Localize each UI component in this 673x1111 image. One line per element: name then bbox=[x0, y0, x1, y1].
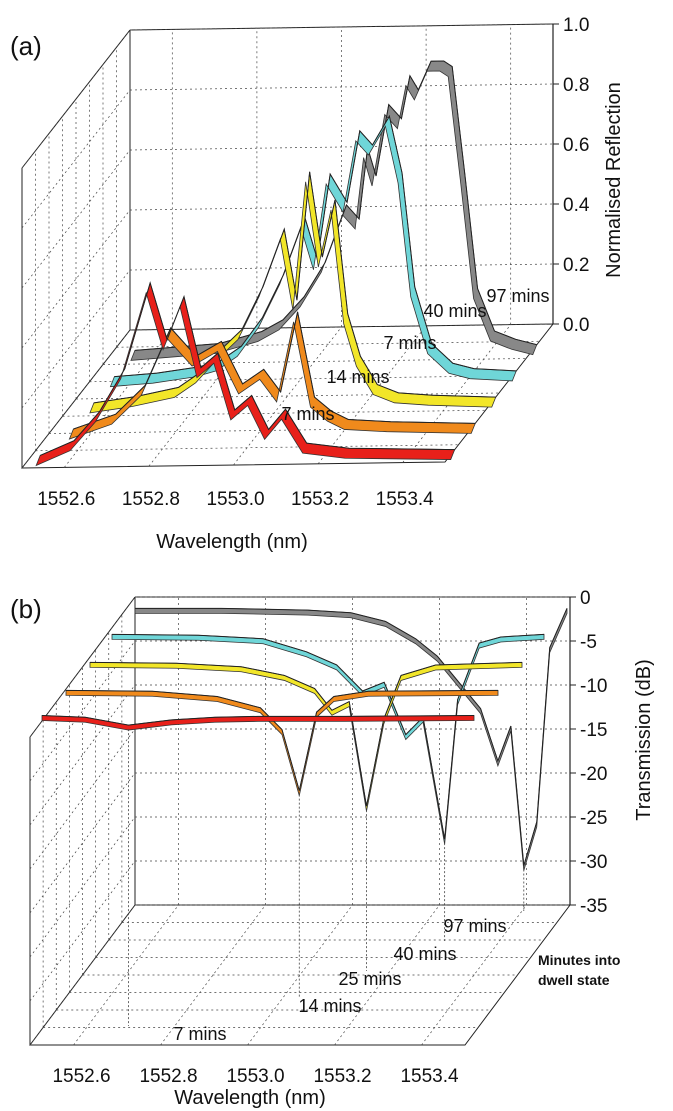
z-tick-label: 1.0 bbox=[563, 15, 589, 36]
x-tick-labels: 1552.6 1552.8 1553.0 1553.2 1553.4 bbox=[37, 489, 434, 510]
floor-gridline bbox=[402, 324, 511, 463]
z-tick-label: -5 bbox=[580, 632, 597, 653]
floor-gridline bbox=[247, 904, 353, 1046]
trace-label: 14 mins bbox=[326, 367, 389, 387]
left-wall-gridline bbox=[29, 904, 136, 1046]
x-tick-label: 1552.6 bbox=[37, 489, 95, 510]
series-trace bbox=[73, 311, 476, 430]
z-tick-label: 0.2 bbox=[563, 255, 589, 276]
series-trace bbox=[111, 633, 545, 840]
trace-labels: 97 mins 40 mins 25 mins 14 mins 7 mins bbox=[173, 916, 506, 1044]
left-wall-gridline bbox=[21, 149, 131, 289]
z-tick-label: 0.0 bbox=[563, 315, 589, 336]
back-wall-gridline bbox=[129, 143, 554, 151]
z-axis-title: Normalised Reflection bbox=[603, 82, 625, 278]
trace-label: 40 mins bbox=[393, 944, 456, 964]
z-tick-label: -25 bbox=[580, 808, 607, 829]
left-wall-gridline bbox=[29, 816, 136, 958]
series-trace-ribbon bbox=[35, 281, 456, 467]
back-wall-gridline bbox=[129, 323, 554, 331]
series-trace bbox=[135, 607, 568, 866]
x-tick-label: 1553.4 bbox=[376, 489, 435, 510]
back-wall-gridline bbox=[129, 23, 554, 31]
trace-label: 14 mins bbox=[298, 996, 361, 1016]
floor-gridline bbox=[102, 358, 527, 365]
z-tick-labels: 0.0 0.2 0.4 0.6 0.8 1.0 bbox=[553, 15, 590, 336]
left-wall-gridline bbox=[21, 269, 131, 409]
traces bbox=[35, 60, 538, 467]
floor-gridline bbox=[421, 904, 527, 1046]
left-wall-gridline bbox=[21, 329, 131, 469]
floor-gridline bbox=[73, 904, 179, 1046]
x-tick-label: 1553.0 bbox=[206, 489, 264, 510]
trace-label: 97 mins bbox=[443, 916, 506, 936]
trace-label: 7 mins bbox=[173, 1024, 226, 1044]
trace-label: 40 mins bbox=[423, 301, 486, 321]
x-tick-label: 1553.2 bbox=[291, 489, 349, 510]
z-tick-label: -10 bbox=[580, 676, 607, 697]
x-tick-label: 1552.8 bbox=[139, 1066, 197, 1087]
x-tick-label: 1553.4 bbox=[400, 1066, 459, 1087]
series-trace bbox=[134, 60, 537, 351]
trace-label: 7 mins bbox=[281, 404, 334, 424]
series-trace bbox=[93, 171, 496, 404]
trace-label: 97 mins bbox=[486, 286, 549, 306]
left-wall-gridline bbox=[21, 29, 131, 169]
z-tick-label: 0 bbox=[580, 588, 591, 609]
floor-gridline bbox=[233, 326, 342, 466]
panel-label-a: (a) bbox=[10, 31, 42, 61]
x-axis-title: Wavelength (nm) bbox=[174, 1087, 326, 1109]
panel-a: (a) 1552.6 1552.8 1553.0 1553.2 1553.4 Wavelen… bbox=[10, 15, 625, 553]
floor-gridline bbox=[160, 904, 266, 1046]
z-tick-label: -35 bbox=[580, 896, 607, 917]
z-axis-title: Transmission (dB) bbox=[633, 659, 655, 821]
series-trace bbox=[39, 281, 455, 456]
y-axis-title-line-2: dwell state bbox=[538, 972, 610, 988]
left-wall-gridline bbox=[21, 209, 131, 349]
panel-b: (b) 1552.6 1552.8 1553.0 1553.2 1553.4 Wavelen… bbox=[10, 588, 655, 1109]
series-trace bbox=[41, 714, 475, 726]
z-tick-label: 0.8 bbox=[563, 75, 589, 96]
z-tick-label: -15 bbox=[580, 720, 607, 741]
traces bbox=[41, 607, 568, 1026]
x-tick-labels: 1552.6 1552.8 1553.0 1553.2 1553.4 bbox=[52, 1066, 459, 1087]
left-wall-gridline bbox=[21, 89, 131, 229]
series-trace bbox=[65, 689, 499, 791]
x-tick-label: 1553.0 bbox=[226, 1066, 284, 1087]
panel-label-b: (b) bbox=[10, 594, 42, 624]
z-tick-labels: 0 -5 -10 -15 -20 -25 -30 -35 bbox=[570, 588, 607, 917]
z-tick-label: 0.6 bbox=[563, 135, 589, 156]
series-trace bbox=[89, 661, 523, 807]
z-tick-label: -30 bbox=[580, 852, 607, 873]
z-tick-label: 0.4 bbox=[563, 195, 590, 216]
series-trace-ribbon bbox=[134, 607, 568, 871]
series-trace-ribbon bbox=[109, 115, 517, 388]
floor-gridline bbox=[317, 325, 427, 465]
left-wall-gridline bbox=[29, 596, 136, 738]
left-wall-gridline bbox=[29, 684, 136, 826]
floor-gridline bbox=[35, 444, 459, 452]
x-axis-title: Wavelength (nm) bbox=[156, 531, 308, 553]
z-tick-label: -20 bbox=[580, 764, 607, 785]
left-wall-gridline bbox=[29, 728, 136, 870]
series-trace-ribbon bbox=[41, 715, 475, 731]
trace-label: 7 mins bbox=[383, 333, 436, 353]
x-tick-label: 1553.2 bbox=[313, 1066, 371, 1087]
y-axis-title-line-1: Minutes into bbox=[538, 952, 620, 968]
x-tick-label: 1552.6 bbox=[52, 1066, 110, 1087]
back-wall-gridline bbox=[129, 83, 554, 91]
x-tick-label: 1552.8 bbox=[122, 489, 180, 510]
left-wall-gridline bbox=[29, 860, 136, 1002]
left-wall-gridline bbox=[29, 772, 136, 914]
floor-gridline bbox=[334, 904, 440, 1046]
floor-gridline bbox=[62, 409, 486, 417]
trace-label: 25 mins bbox=[338, 969, 401, 989]
